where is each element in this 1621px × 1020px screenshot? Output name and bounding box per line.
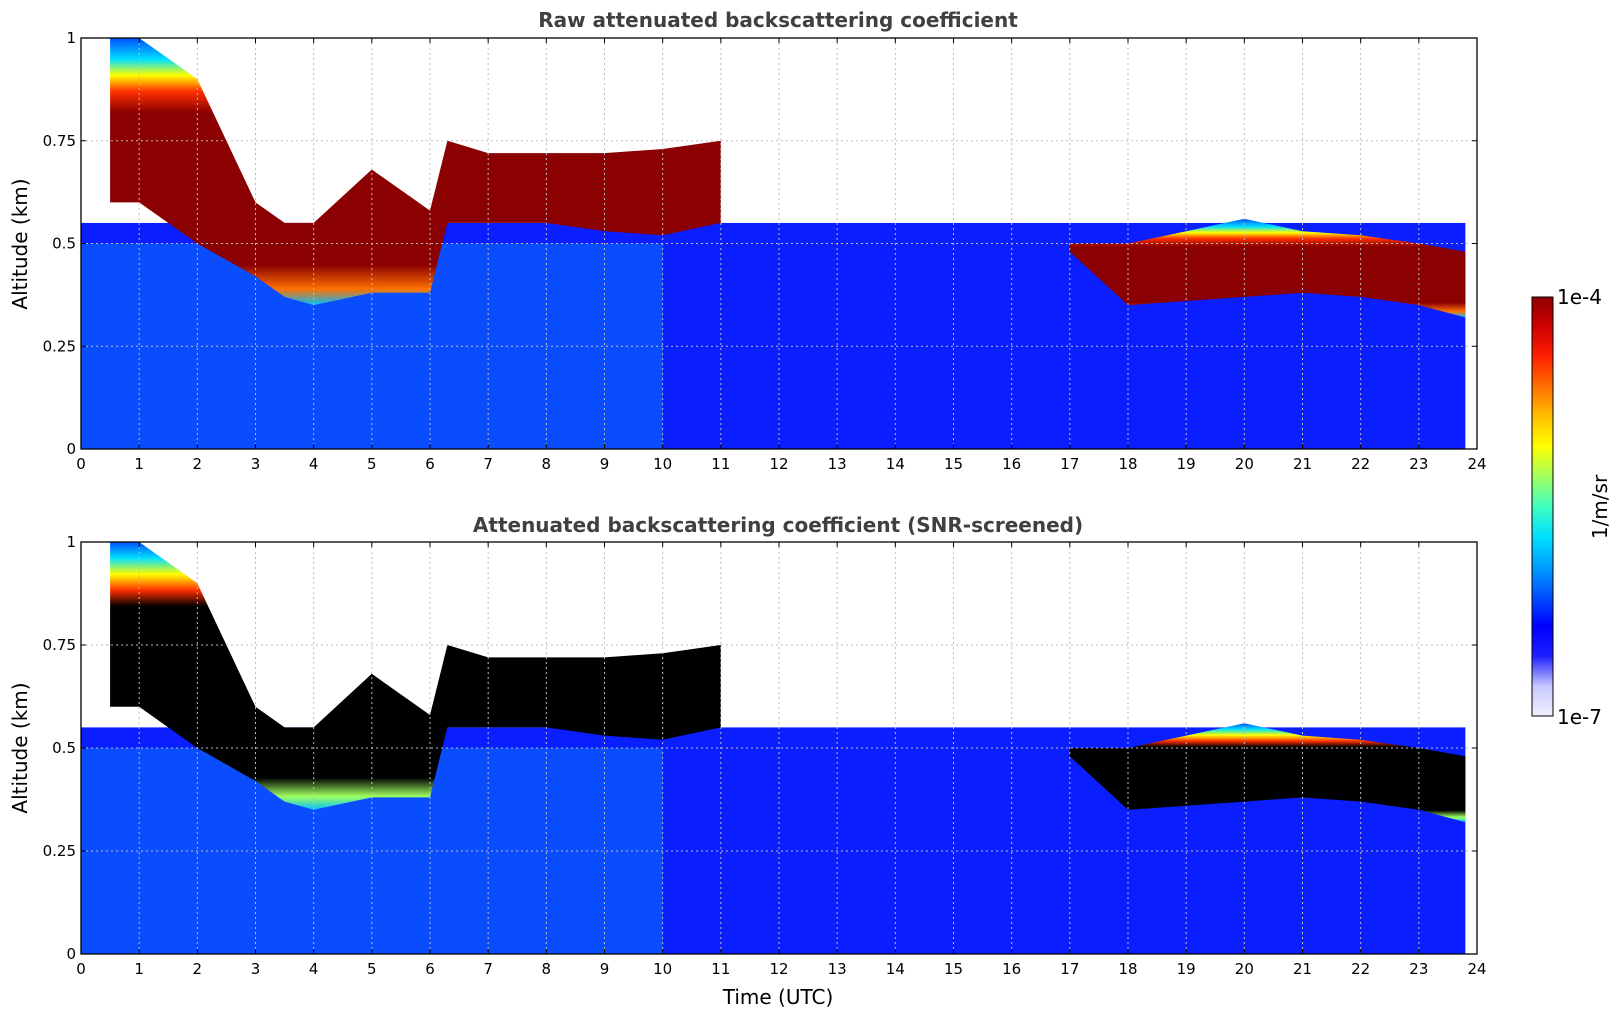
x-tick-label: 24 <box>1467 960 1486 978</box>
x-tick-label: 2 <box>193 960 203 978</box>
x-tick-label: 10 <box>653 455 672 473</box>
x-tick-label: 12 <box>769 960 788 978</box>
x-tick-label: 20 <box>1235 455 1254 473</box>
x-tick-label: 16 <box>1002 455 1021 473</box>
x-tick-label: 17 <box>1060 455 1079 473</box>
x-tick-label: 22 <box>1351 960 1370 978</box>
x-tick-label: 14 <box>886 455 905 473</box>
x-tick-label: 18 <box>1118 960 1137 978</box>
x-tick-label: 6 <box>425 960 435 978</box>
y-tick-label: 0 <box>66 440 76 458</box>
raw-backscatter-panel: Raw attenuated backscattering coefficien… <box>8 8 1487 473</box>
x-tick-label: 11 <box>711 960 730 978</box>
x-tick-label: 3 <box>251 455 261 473</box>
x-tick-label: 8 <box>542 960 552 978</box>
colorbar-unit-label: 1/m/sr <box>1588 474 1612 539</box>
colorbar: 1e-4 1e-7 1/m/sr <box>1531 285 1612 729</box>
x-tick-label: 19 <box>1177 960 1196 978</box>
x-tick-label: 20 <box>1235 960 1254 978</box>
colorbar-max-label: 1e-4 <box>1557 285 1602 309</box>
cloud-layer-morning <box>110 542 721 810</box>
grid <box>81 38 1477 449</box>
x-tick-label: 1 <box>134 455 144 473</box>
x-tick-label: 9 <box>600 960 610 978</box>
x-tick-label: 18 <box>1118 455 1137 473</box>
x-tick-label: 4 <box>309 960 319 978</box>
x-tick-label: 0 <box>76 455 86 473</box>
x-tick-label: 9 <box>600 455 610 473</box>
colorbar-min-label: 1e-7 <box>1557 705 1602 729</box>
axis-ticks: 0 1 2 3 4 5 6 7 8 9 10 11 12 13 14 15 16 17 18 19 20 21 22 23 24… <box>43 29 1487 473</box>
axis-ticks: 0 1 2 3 4 5 6 7 8 9 10 11 12 13 14 15 16 17 18 19 20 21 22 23 24… <box>43 533 1487 978</box>
y-tick-label: 0.5 <box>52 739 76 757</box>
x-tick-label: 7 <box>483 455 493 473</box>
y-axis-label: Altitude (km) <box>8 178 32 309</box>
y-tick-label: 0.25 <box>43 337 76 355</box>
x-tick-label: 3 <box>251 960 261 978</box>
cloud-layer-morning <box>110 38 721 306</box>
x-tick-label: 13 <box>828 960 847 978</box>
x-tick-label: 4 <box>309 455 319 473</box>
x-tick-label: 1 <box>134 960 144 978</box>
x-tick-label: 16 <box>1002 960 1021 978</box>
x-tick-label: 21 <box>1293 960 1312 978</box>
x-tick-label: 2 <box>193 455 203 473</box>
y-tick-label: 0.75 <box>43 132 76 150</box>
x-tick-label: 10 <box>653 960 672 978</box>
x-tick-label: 23 <box>1409 455 1428 473</box>
panel-title: Attenuated backscattering coefficient (S… <box>473 513 1083 537</box>
x-tick-label: 7 <box>483 960 493 978</box>
x-tick-label: 5 <box>367 455 377 473</box>
screened-backscatter-panel: Attenuated backscattering coefficient (S… <box>8 513 1487 1009</box>
x-tick-label: 21 <box>1293 455 1312 473</box>
x-tick-label: 5 <box>367 960 377 978</box>
y-tick-label: 0.5 <box>52 235 76 253</box>
x-tick-label: 12 <box>769 455 788 473</box>
x-tick-label: 15 <box>944 455 963 473</box>
x-tick-label: 0 <box>76 960 86 978</box>
x-tick-label: 23 <box>1409 960 1428 978</box>
y-tick-label: 0.75 <box>43 636 76 654</box>
y-tick-label: 0.25 <box>43 842 76 860</box>
y-tick-label: 0 <box>66 945 76 963</box>
y-tick-label: 1 <box>66 533 76 551</box>
x-tick-label: 8 <box>542 455 552 473</box>
y-axis-label: Altitude (km) <box>8 682 32 813</box>
x-tick-label: 19 <box>1177 455 1196 473</box>
x-axis-label: Time (UTC) <box>722 985 834 1009</box>
colorbar-gradient <box>1531 296 1554 717</box>
x-tick-label: 17 <box>1060 960 1079 978</box>
x-tick-label: 15 <box>944 960 963 978</box>
y-tick-label: 1 <box>66 29 76 47</box>
x-tick-label: 22 <box>1351 455 1370 473</box>
x-tick-label: 13 <box>828 455 847 473</box>
x-tick-label: 6 <box>425 455 435 473</box>
x-tick-label: 14 <box>886 960 905 978</box>
panel-title: Raw attenuated backscattering coefficien… <box>538 8 1018 32</box>
grid <box>81 542 1477 954</box>
x-tick-label: 24 <box>1467 455 1486 473</box>
x-tick-label: 11 <box>711 455 730 473</box>
